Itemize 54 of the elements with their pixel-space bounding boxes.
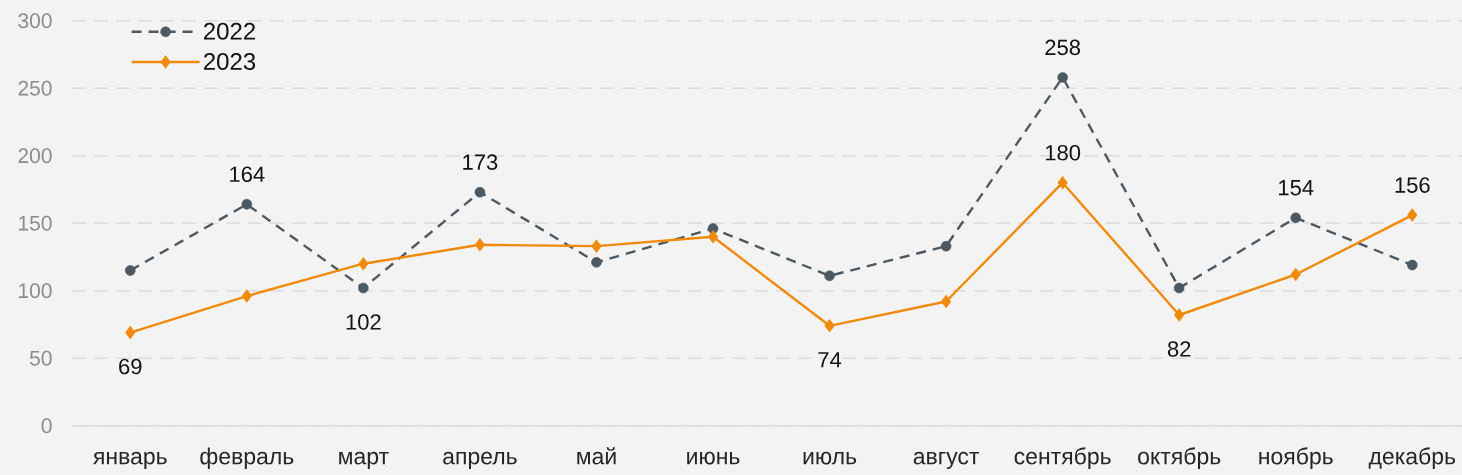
point <box>1407 208 1418 222</box>
legend-label: 2023 <box>203 52 256 70</box>
point <box>1173 282 1185 294</box>
x-tick-label: июль <box>803 451 857 465</box>
point <box>358 282 369 294</box>
point <box>1290 267 1301 282</box>
x-tick-label: декабрь <box>1368 447 1456 469</box>
x-tick-label: июнь <box>687 451 740 465</box>
point <box>125 265 136 276</box>
x-tick-label: январь <box>93 451 167 469</box>
x-tick-label: апрель <box>443 451 517 469</box>
x-tick-label: май <box>577 447 616 465</box>
y-tick-label: 100 <box>19 283 52 299</box>
data-label: 154 <box>1279 180 1314 196</box>
data-label: 156 <box>1395 177 1430 193</box>
x-tick-label: февраль <box>200 447 294 469</box>
point <box>241 289 252 303</box>
legend-label: 2022 <box>203 22 255 40</box>
data-label: 74 <box>818 352 842 368</box>
point <box>358 256 369 271</box>
point <box>1057 175 1068 190</box>
point <box>591 257 602 268</box>
point <box>707 229 719 244</box>
x-tick-label: сентябрь <box>1014 447 1111 469</box>
y-tick-label: 50 <box>29 350 52 366</box>
point <box>1057 72 1068 83</box>
point <box>474 186 486 198</box>
point <box>474 238 486 252</box>
point <box>824 270 835 282</box>
data-label: 102 <box>346 314 381 330</box>
data-label: 82 <box>1167 341 1191 357</box>
point <box>125 325 136 340</box>
point <box>1174 308 1185 322</box>
point <box>824 319 835 333</box>
point <box>940 240 952 252</box>
y-tick-label: 0 <box>41 418 52 434</box>
data-label: 173 <box>463 154 498 170</box>
point <box>940 294 952 309</box>
point <box>1407 259 1418 271</box>
x-tick-label: октябрь <box>1138 447 1221 469</box>
point <box>1290 212 1301 224</box>
point <box>241 199 253 210</box>
x-tick-label: август <box>913 451 980 469</box>
y-tick-label: 200 <box>18 148 52 164</box>
data-label: 180 <box>1045 144 1081 161</box>
data-label: 258 <box>1045 39 1081 56</box>
x-tick-label: март <box>339 451 389 469</box>
x-tick-label: ноябрь <box>1259 447 1333 469</box>
y-tick-label: 150 <box>19 215 52 231</box>
data-label: 69 <box>119 358 142 375</box>
point <box>591 239 602 253</box>
data-label: 164 <box>230 166 265 183</box>
y-tick-label: 250 <box>18 80 52 96</box>
y-tick-label: 300 <box>18 13 52 29</box>
